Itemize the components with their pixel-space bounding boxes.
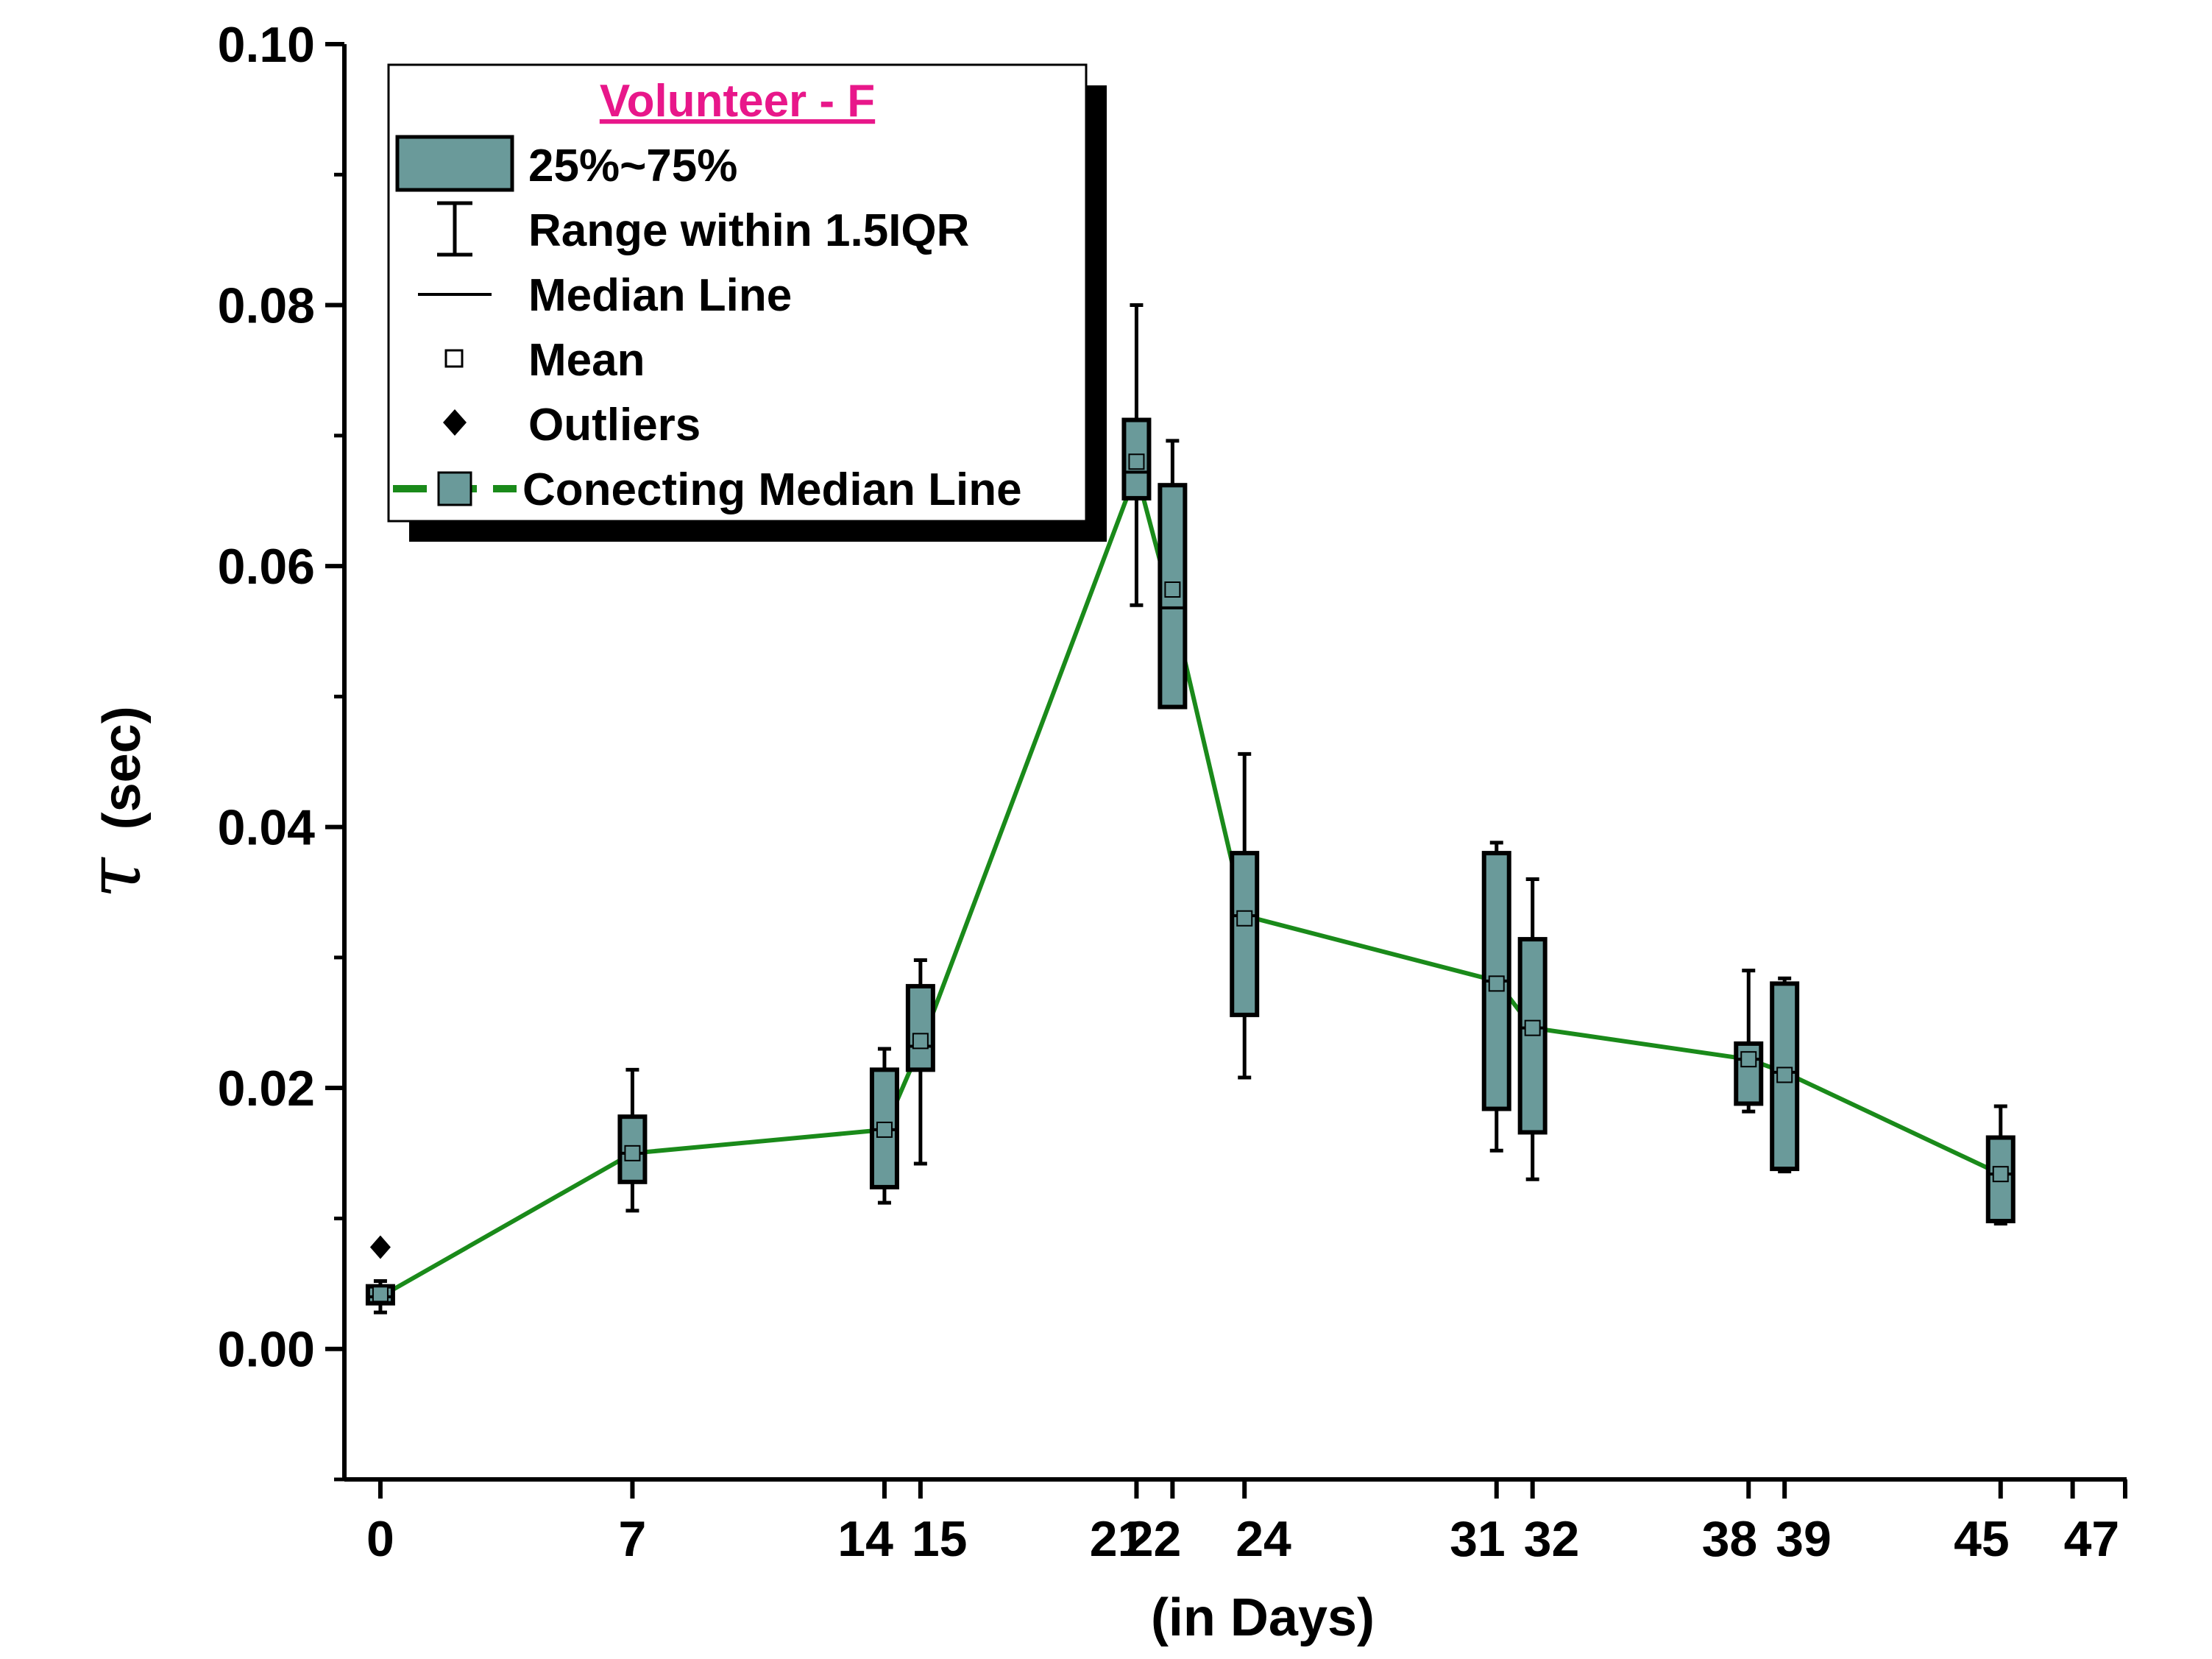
legend-entry-mean: Mean <box>528 335 645 386</box>
y-tick-label: 0.10 <box>218 17 315 73</box>
legend-mean-swatch <box>444 349 464 368</box>
mean-marker <box>1740 1051 1757 1068</box>
mean-marker <box>1488 975 1505 992</box>
mean-marker <box>876 1121 893 1138</box>
legend-entry-median: Median Line <box>528 270 792 321</box>
iqr-box <box>1158 483 1188 710</box>
x-tick-label: 32 <box>1524 1511 1580 1567</box>
box-day-7 <box>617 1067 648 1213</box>
x-tick-label: 31 <box>1450 1511 1506 1567</box>
legend-title: Volunteer - F <box>600 76 875 127</box>
y-axis-title-symbol: τ <box>71 857 157 899</box>
mean-marker <box>1164 581 1181 598</box>
box-day-0 <box>365 1279 395 1315</box>
plot-area <box>365 303 2016 1315</box>
box-day-31 <box>1481 841 1511 1153</box>
box-day-32 <box>1517 877 1548 1181</box>
y-axis-title-unit: (sec) <box>93 706 152 830</box>
y-axis-title: τ (sec) <box>71 706 157 898</box>
mean-marker <box>1128 453 1145 470</box>
x-tick-label: 0 <box>366 1511 394 1567</box>
legend-entry-connecting: Conecting Median Line <box>522 464 1022 515</box>
mean-marker <box>1524 1019 1541 1036</box>
outlier-marker <box>369 1235 391 1259</box>
iqr-box <box>1230 851 1260 1017</box>
legend-whisker-swatch <box>437 201 472 257</box>
box-day-39 <box>1770 976 1800 1174</box>
iqr-box <box>905 983 935 1072</box>
legend-entry-outliers: Outliers <box>528 400 701 450</box>
x-axis-title: (in Days) <box>1151 1588 1375 1647</box>
box-day-15 <box>905 958 935 1166</box>
mean-marker <box>372 1286 389 1303</box>
x-tick-label: 24 <box>1236 1511 1291 1567</box>
mean-marker <box>624 1145 641 1161</box>
legend-entry-iqr: 25%~75% <box>528 141 737 191</box>
x-tick-label: 39 <box>1776 1511 1832 1567</box>
y-tick-label: 0.08 <box>218 278 315 334</box>
iqr-box <box>1985 1135 2016 1223</box>
y-tick-label: 0.00 <box>218 1322 315 1378</box>
svg-text:τ (sec): τ (sec) <box>71 706 157 898</box>
legend: Volunteer - F 25%~75% Range within 1.5IQ… <box>387 63 1107 542</box>
legend-outlier-swatch <box>443 409 467 436</box>
x-tick-label: 22 <box>1126 1511 1182 1567</box>
legend-connecting-line-swatch <box>393 471 517 506</box>
mean-marker <box>912 1033 929 1050</box>
x-tick-label: 15 <box>912 1511 968 1567</box>
box-day-38 <box>1734 969 1764 1114</box>
x-tick-label: 14 <box>837 1511 893 1567</box>
legend-box-swatch <box>395 135 514 192</box>
y-tick-label: 0.06 <box>218 539 315 595</box>
y-tick-label: 0.02 <box>218 1061 315 1117</box>
mean-marker <box>1236 910 1253 927</box>
mean-marker <box>1992 1166 2009 1183</box>
box-day-22 <box>1158 439 1188 710</box>
x-tick-label: 47 <box>2064 1511 2120 1567</box>
legend-entry-range: Range within 1.5IQR <box>528 205 969 256</box>
mean-marker <box>1776 1066 1793 1083</box>
box-day-21 <box>1121 303 1152 607</box>
box-day-24 <box>1230 751 1260 1080</box>
x-tick-label: 7 <box>619 1511 647 1567</box>
x-tick-label: 21 <box>1090 1511 1146 1567</box>
box-day-14 <box>869 1047 899 1205</box>
y-tick-label: 0.04 <box>218 800 316 856</box>
x-tick-label: 38 <box>1702 1511 1758 1567</box>
x-tick-label: 45 <box>1954 1511 2010 1567</box>
box-day-45 <box>1985 1104 2016 1226</box>
